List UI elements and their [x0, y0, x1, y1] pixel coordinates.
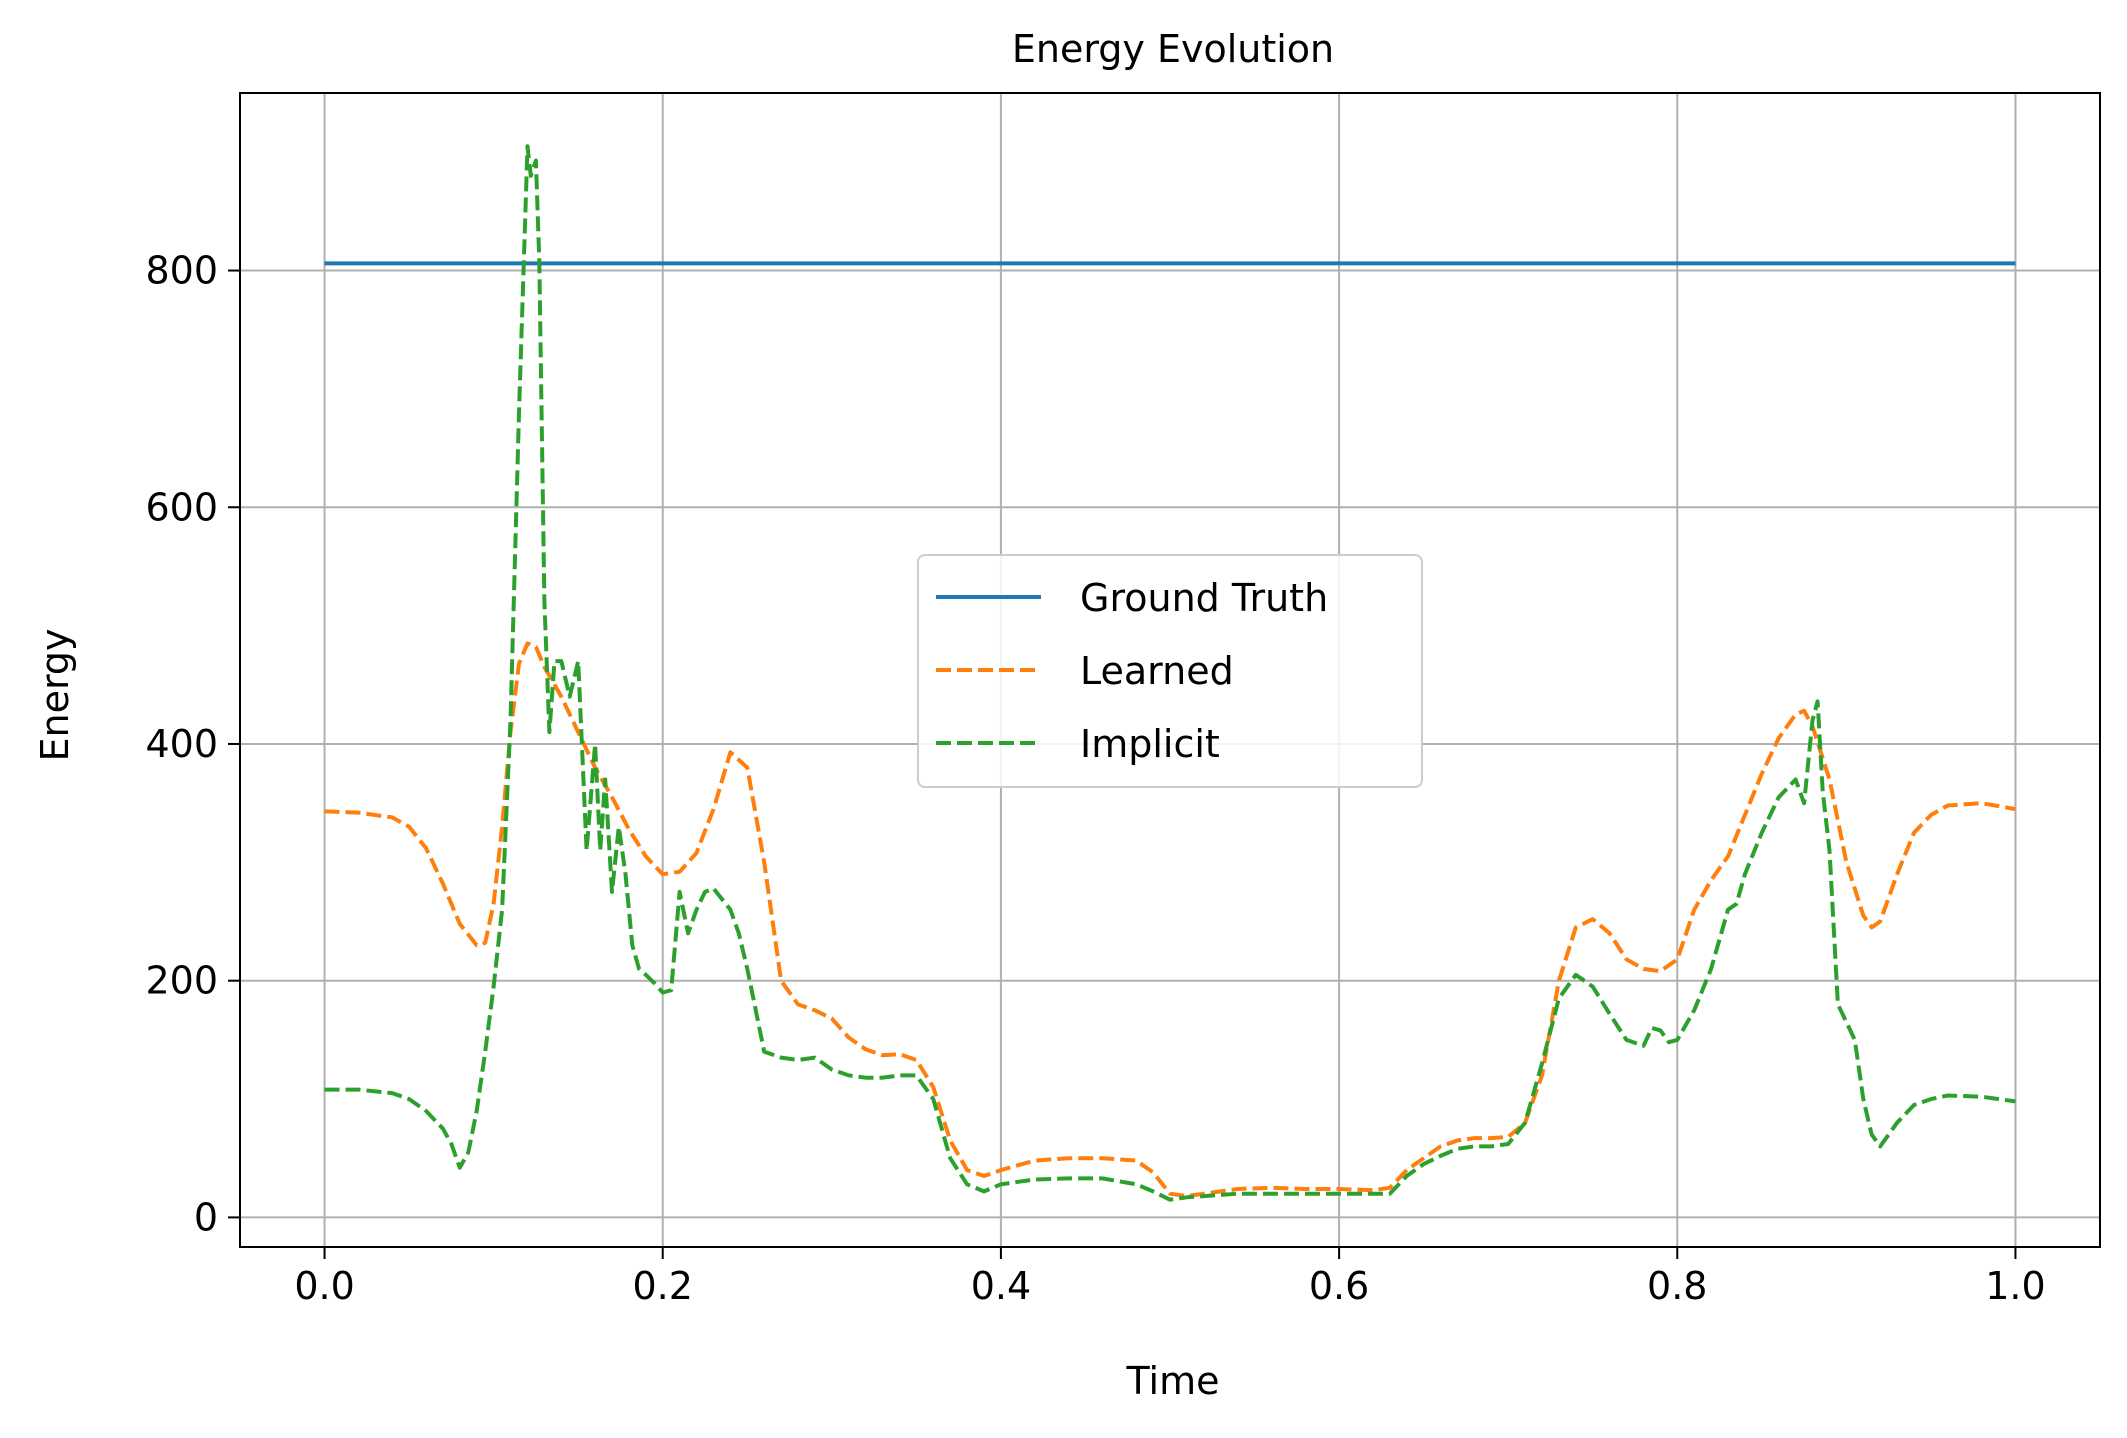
y-tick-label: 400 — [145, 722, 218, 766]
y-tick-label: 800 — [145, 249, 218, 293]
x-tick-label: 1.0 — [1985, 1264, 2045, 1308]
x-axis-ticks: 0.0 0.2 0.4 0.6 0.8 1.0 — [294, 1247, 2046, 1308]
x-tick-label: 0.8 — [1647, 1264, 1707, 1308]
y-axis-label: Energy — [33, 628, 77, 761]
x-tick-label: 0.2 — [633, 1264, 693, 1308]
x-tick-label: 0.0 — [294, 1264, 354, 1308]
series-line-implicit — [324, 144, 2016, 1202]
y-tick-label: 0 — [194, 1195, 218, 1239]
x-tick-label: 0.6 — [1309, 1264, 1369, 1308]
y-tick-label: 200 — [145, 959, 218, 1003]
legend-box — [917, 554, 1423, 788]
x-tick-label: 0.4 — [971, 1264, 1031, 1308]
x-axis-label: Time — [1126, 1359, 1220, 1403]
legend: Ground Truth Learned Implicit — [917, 554, 1423, 788]
legend-label: Ground Truth — [1080, 576, 1328, 620]
series-layer — [324, 144, 2016, 1202]
plot-frame — [239, 92, 2101, 1248]
y-axis-ticks: 0 200 400 600 800 — [145, 249, 240, 1239]
series-line-learned — [324, 641, 2016, 1199]
legend-label: Learned — [1080, 649, 1234, 693]
chart-title: Energy Evolution — [1012, 27, 1334, 71]
legend-label: Implicit — [1080, 722, 1220, 766]
y-tick-label: 600 — [145, 485, 218, 529]
